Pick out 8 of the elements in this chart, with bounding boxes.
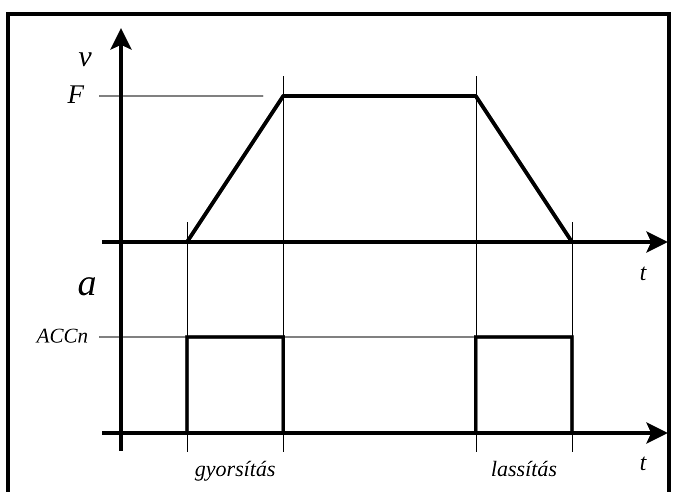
x-axis-title: t: [640, 260, 646, 286]
ref-line-label: F: [66, 79, 84, 110]
y-axis-title: v: [78, 40, 92, 73]
y-axis-title: a: [78, 262, 96, 304]
x-axis-title: t: [640, 450, 646, 476]
x-tick-label: lassítás: [490, 456, 557, 481]
x-tick-label: gyorsítás: [194, 456, 276, 481]
ref-line-label: ACCn: [34, 324, 88, 348]
